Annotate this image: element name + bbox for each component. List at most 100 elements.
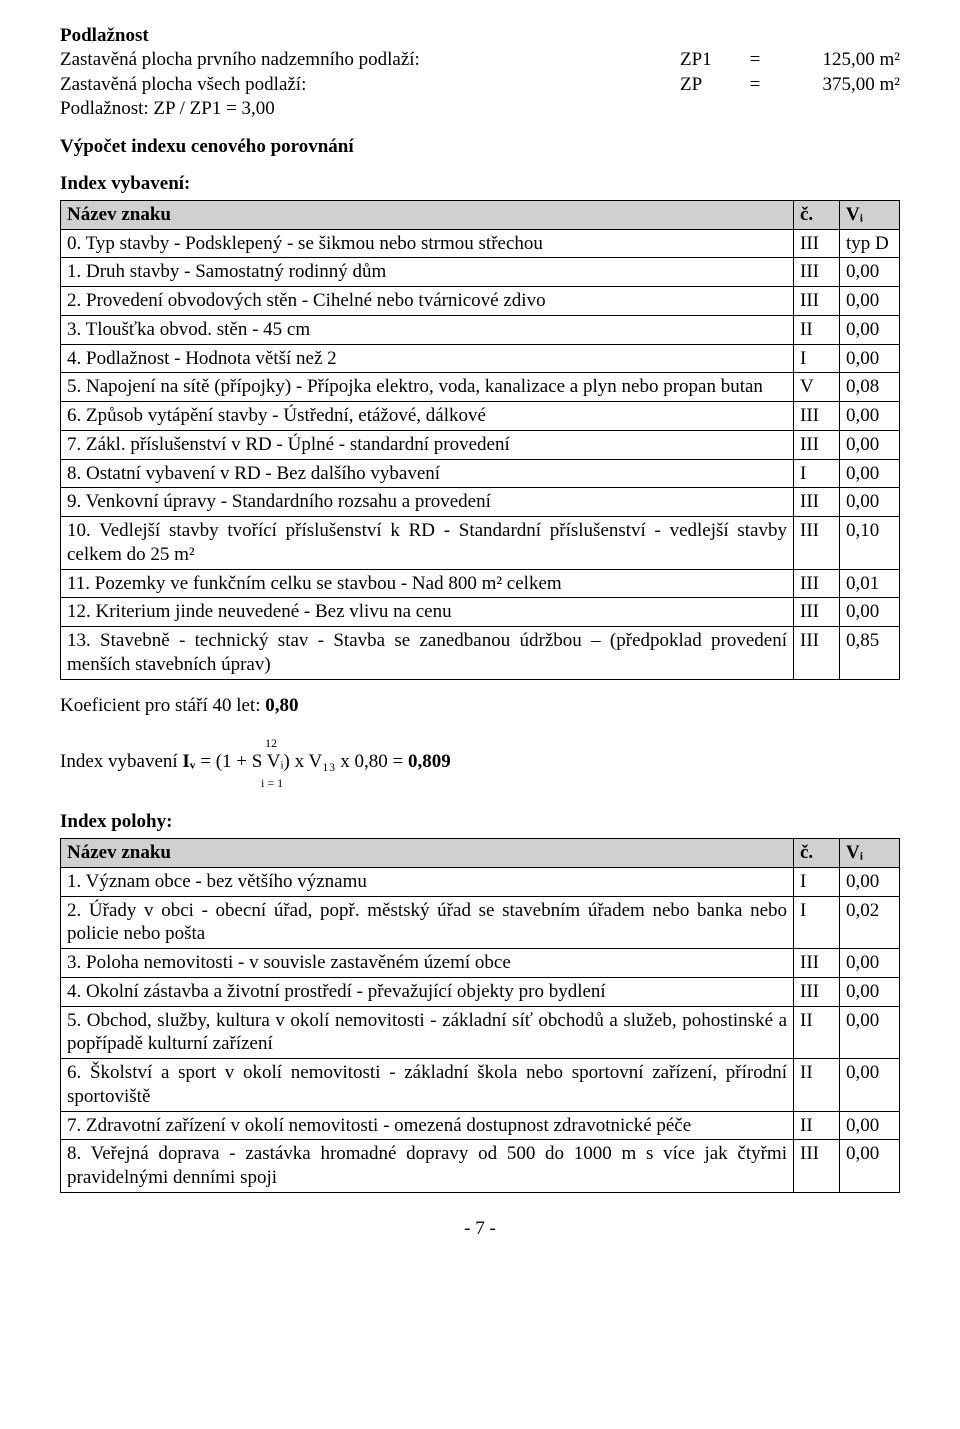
koef-value: 0,80 — [265, 695, 298, 716]
zp-label: Zastavěná plocha všech podlaží: — [60, 73, 680, 97]
cell-v: 0,00 — [840, 402, 900, 431]
cell-text: 2. Úřady v obci - obecní úřad, popř. měs… — [61, 896, 794, 949]
zp1-value: 125,00 m² — [770, 48, 900, 72]
cell-text: 11. Pozemky ve funkčním celku se stavbou… — [61, 569, 794, 598]
formula-main: Index vybavení Iᵥ = (1 + S Vᵢ) x V₁₃ x 0… — [60, 752, 900, 772]
index-vybaveni-title: Index vybavení: — [60, 172, 900, 196]
cell-v: 0,00 — [840, 598, 900, 627]
cell-v: 0,00 — [840, 977, 900, 1006]
cell-text: 1. Význam obce - bez většího významu — [61, 867, 794, 896]
cell-v: 0,00 — [840, 344, 900, 373]
cell-v: 0,00 — [840, 459, 900, 488]
cell-text: 13. Stavebně - technický stav - Stavba s… — [61, 627, 794, 680]
table-row: 8. Veřejná doprava - zastávka hromadné d… — [61, 1140, 900, 1193]
table-index-vybaveni: Název znaku č. Vᵢ 0. Typ stavby - Podskl… — [60, 200, 900, 680]
cell-c: III — [794, 258, 840, 287]
cell-c: III — [794, 569, 840, 598]
table-row: 6. Způsob vytápění stavby - Ústřední, et… — [61, 402, 900, 431]
cell-c: III — [794, 1140, 840, 1193]
cell-text: 3. Poloha nemovitosti - v souvisle zasta… — [61, 949, 794, 978]
cell-v: 0,08 — [840, 373, 900, 402]
zp-line: Zastavěná plocha všech podlaží: ZP = 375… — [60, 73, 900, 97]
cell-v: 0,02 — [840, 896, 900, 949]
cell-v: 0,00 — [840, 949, 900, 978]
cell-c: III — [794, 627, 840, 680]
cell-c: III — [794, 977, 840, 1006]
cell-text: 7. Zákl. příslušenství v RD - Úplné - st… — [61, 430, 794, 459]
th-nazev: Název znaku — [61, 839, 794, 868]
cell-v: 0,00 — [840, 258, 900, 287]
cell-v: 0,00 — [840, 1140, 900, 1193]
cell-text: 4. Okolní zástavba a životní prostředí -… — [61, 977, 794, 1006]
cell-v: 0,00 — [840, 315, 900, 344]
zp1-line: Zastavěná plocha prvního nadzemního podl… — [60, 48, 900, 72]
formula-prefix: Index vybavení — [60, 751, 182, 772]
formula-iv: Iᵥ — [182, 751, 195, 772]
cell-text: 6. Způsob vytápění stavby - Ústřední, et… — [61, 402, 794, 431]
cell-v: 0,85 — [840, 627, 900, 680]
table-row: 10. Vedlejší stavby tvořící příslušenstv… — [61, 517, 900, 570]
cell-text: 8. Veřejná doprava - zastávka hromadné d… — [61, 1140, 794, 1193]
cell-c: II — [794, 1059, 840, 1112]
cell-text: 1. Druh stavby - Samostatný rodinný dům — [61, 258, 794, 287]
table-header-row: Název znaku č. Vᵢ — [61, 200, 900, 229]
cell-v: 0,01 — [840, 569, 900, 598]
cell-v: 0,10 — [840, 517, 900, 570]
table-row: 0. Typ stavby - Podsklepený - se šikmou … — [61, 229, 900, 258]
table-row: 13. Stavebně - technický stav - Stavba s… — [61, 627, 900, 680]
table-header-row: Název znaku č. Vᵢ — [61, 839, 900, 868]
cell-text: 10. Vedlejší stavby tvořící příslušenstv… — [61, 517, 794, 570]
th-c: č. — [794, 200, 840, 229]
table-row: 1. Druh stavby - Samostatný rodinný důmI… — [61, 258, 900, 287]
cell-c: II — [794, 1006, 840, 1059]
table-row: 12. Kriterium jinde neuvedené - Bez vliv… — [61, 598, 900, 627]
cell-text: 7. Zdravotní zařízení v okolí nemovitost… — [61, 1111, 794, 1140]
cell-text: 3. Tloušťka obvod. stěn - 45 cm — [61, 315, 794, 344]
cell-c: III — [794, 229, 840, 258]
formula: 12 Index vybavení Iᵥ = (1 + S Vᵢ) x V₁₃ … — [60, 732, 900, 792]
cell-text: 5. Napojení na sítě (přípojky) - Přípojk… — [61, 373, 794, 402]
cell-text: 12. Kriterium jinde neuvedené - Bez vliv… — [61, 598, 794, 627]
formula-mid: = (1 + S Vᵢ) x V₁₃ x 0,80 = — [196, 751, 408, 772]
koeficient-line: Koeficient pro stáří 40 let: 0,80 — [60, 694, 900, 718]
cell-text: 6. Školství a sport v okolí nemovitosti … — [61, 1059, 794, 1112]
formula-result: 0,809 — [408, 751, 451, 772]
cell-c: III — [794, 949, 840, 978]
table-row: 5. Napojení na sítě (přípojky) - Přípojk… — [61, 373, 900, 402]
cell-v: 0,00 — [840, 1006, 900, 1059]
zp-eq: = — [740, 73, 770, 97]
podlaznost-ratio: Podlažnost: ZP / ZP1 = 3,00 — [60, 97, 900, 121]
table-row: 2. Úřady v obci - obecní úřad, popř. měs… — [61, 896, 900, 949]
cell-c: II — [794, 315, 840, 344]
table-row: 2. Provedení obvodových stěn - Cihelné n… — [61, 287, 900, 316]
table-row: 7. Zdravotní zařízení v okolí nemovitost… — [61, 1111, 900, 1140]
th-v: Vᵢ — [840, 839, 900, 868]
cell-text: 2. Provedení obvodových stěn - Cihelné n… — [61, 287, 794, 316]
section-podlaznost-title: Podlažnost — [60, 24, 900, 48]
table-row: 5. Obchod, služby, kultura v okolí nemov… — [61, 1006, 900, 1059]
zp1-eq: = — [740, 48, 770, 72]
cell-c: II — [794, 1111, 840, 1140]
cell-c: III — [794, 287, 840, 316]
table-index-polohy: Název znaku č. Vᵢ 1. Význam obce - bez v… — [60, 838, 900, 1193]
table-row: 4. Podlažnost - Hodnota větší než 2I0,00 — [61, 344, 900, 373]
table-row: 4. Okolní zástavba a životní prostředí -… — [61, 977, 900, 1006]
cell-c: V — [794, 373, 840, 402]
page: Podlažnost Zastavěná plocha prvního nadz… — [0, 0, 960, 1261]
vypocet-title: Výpočet indexu cenového porovnání — [60, 135, 900, 159]
cell-v: 0,00 — [840, 1059, 900, 1112]
cell-c: III — [794, 517, 840, 570]
cell-c: I — [794, 896, 840, 949]
cell-text: 0. Typ stavby - Podsklepený - se šikmou … — [61, 229, 794, 258]
cell-v: 0,00 — [840, 1111, 900, 1140]
cell-v: 0,00 — [840, 488, 900, 517]
zp-value: 375,00 m² — [770, 73, 900, 97]
th-nazev: Název znaku — [61, 200, 794, 229]
th-v: Vᵢ — [840, 200, 900, 229]
table-row: 11. Pozemky ve funkčním celku se stavbou… — [61, 569, 900, 598]
cell-c: III — [794, 402, 840, 431]
index-polohy-title: Index polohy: — [60, 810, 900, 834]
cell-v: 0,00 — [840, 867, 900, 896]
table-row: 1. Význam obce - bez většího významuI0,0… — [61, 867, 900, 896]
cell-text: 8. Ostatní vybavení v RD - Bez dalšího v… — [61, 459, 794, 488]
